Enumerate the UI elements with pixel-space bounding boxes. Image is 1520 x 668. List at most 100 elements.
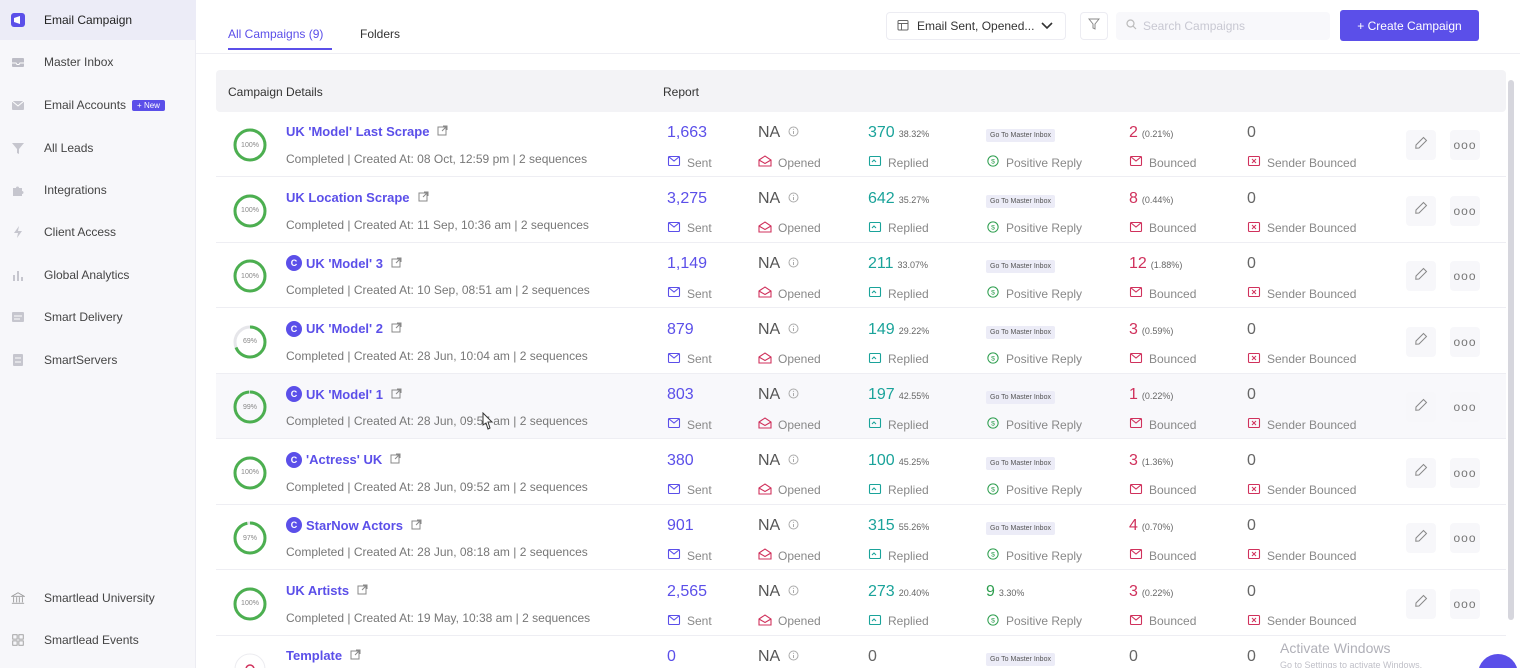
- external-link-icon[interactable]: [383, 387, 402, 402]
- sidebar-item-smartservers[interactable]: SmartServers: [0, 340, 196, 380]
- tab-all-campaigns[interactable]: All Campaigns (9): [228, 27, 324, 41]
- pencil-icon: [1414, 332, 1428, 351]
- go-to-master-inbox-link[interactable]: Go To Master Inbox: [986, 325, 1055, 339]
- sidebar-item-label: Integrations: [44, 183, 107, 197]
- external-link-icon[interactable]: [382, 452, 401, 467]
- go-to-master-inbox-link[interactable]: Go To Master Inbox: [986, 391, 1055, 404]
- campaign-name-link[interactable]: C 'Actress' UK: [286, 451, 401, 468]
- sent-count: 3,275: [667, 189, 708, 207]
- edit-button[interactable]: [1406, 392, 1436, 422]
- table-row[interactable]: 97% C StarNow Actors Completed | Created At…: [216, 505, 1506, 570]
- chat-button[interactable]: [1478, 654, 1518, 668]
- svg-text:$: $: [991, 552, 995, 559]
- replied-count: 211 33.07%: [868, 255, 928, 273]
- sidebar-item-email-accounts[interactable]: Email Accounts + New: [0, 85, 196, 125]
- table-row[interactable]: Template 0 NA 0 Go To Master Inbox 0 0: [216, 636, 1506, 668]
- table-row[interactable]: 100% C 'Actress' UK Completed | Created At:…: [216, 439, 1506, 505]
- more-options-button[interactable]: ooo: [1450, 326, 1480, 357]
- more-options-button[interactable]: ooo: [1450, 457, 1480, 488]
- edit-button[interactable]: [1406, 326, 1436, 357]
- table-row[interactable]: 69% C UK 'Model' 2 Completed | Created At: …: [216, 308, 1506, 374]
- sidebar-item-label: All Leads: [44, 141, 94, 155]
- bounced-value: 3: [1129, 451, 1138, 469]
- progress-percent: 100%: [241, 469, 259, 476]
- more-options-button[interactable]: ooo: [1450, 523, 1480, 553]
- replied-label-text: Replied: [888, 286, 929, 301]
- campaign-name-link[interactable]: Template: [286, 648, 361, 663]
- bounced-label: Bounced: [1129, 614, 1196, 629]
- external-link-icon[interactable]: [349, 583, 368, 598]
- replied-label-text: Replied: [888, 221, 929, 235]
- campaign-name-link[interactable]: C UK 'Model' 3: [286, 255, 402, 271]
- create-campaign-button[interactable]: + Create Campaign: [1340, 10, 1479, 41]
- external-link-icon[interactable]: [342, 648, 361, 663]
- mail-sender-bounced-icon: [1247, 155, 1267, 170]
- tab-folders[interactable]: Folders: [360, 27, 401, 41]
- table-row[interactable]: 100% UK Artists Completed | Created At: 19…: [216, 570, 1506, 636]
- external-link-icon[interactable]: [429, 124, 448, 139]
- campaign-name-link[interactable]: UK Artists: [286, 583, 368, 598]
- table-row[interactable]: 100% UK Location Scrape Completed | Create…: [216, 177, 1506, 243]
- positive-reply-label: $ Positive Reply: [986, 613, 1082, 629]
- table-row[interactable]: 100% UK 'Model' Last Scrape Completed | Cr…: [216, 112, 1506, 177]
- go-to-master-inbox-link[interactable]: Go To Master Inbox: [986, 129, 1055, 142]
- go-to-master-inbox-link[interactable]: Go To Master Inbox: [986, 456, 1055, 470]
- mail-bounced-icon: [1129, 548, 1149, 563]
- sidebar-item-all-leads[interactable]: All Leads: [0, 128, 196, 168]
- scrollbar[interactable]: [1508, 80, 1514, 620]
- edit-button[interactable]: [1406, 261, 1436, 291]
- table-row[interactable]: 100% C UK 'Model' 3 Completed | Created At:…: [216, 243, 1506, 308]
- edit-button[interactable]: [1406, 195, 1436, 226]
- sender-bounced-label: Sender Bounced: [1247, 483, 1356, 498]
- edit-button[interactable]: [1406, 457, 1436, 488]
- go-to-master-inbox-link[interactable]: Go To Master Inbox: [986, 194, 1055, 208]
- external-link-icon[interactable]: [403, 518, 422, 533]
- sent-count: 2,565: [667, 582, 708, 600]
- edit-button[interactable]: [1406, 130, 1436, 160]
- go-to-master-inbox-link[interactable]: Go To Master Inbox: [986, 522, 1055, 535]
- positive-reply-label: $ Positive Reply: [986, 351, 1082, 367]
- bounced-percent: (0.22%): [1141, 587, 1174, 598]
- sender-bounced-label-text: Sender Bounced: [1267, 483, 1357, 497]
- more-options-button[interactable]: ooo: [1450, 261, 1480, 291]
- filter-button[interactable]: [1080, 12, 1108, 40]
- sidebar-item-email-campaign[interactable]: Email Campaign: [0, 0, 196, 40]
- sidebar-item-global-analytics[interactable]: Global Analytics: [0, 255, 196, 295]
- more-options-button[interactable]: ooo: [1450, 130, 1480, 160]
- external-link-icon[interactable]: [383, 256, 402, 271]
- more-options-button[interactable]: ooo: [1450, 588, 1480, 619]
- edit-button[interactable]: [1406, 523, 1436, 553]
- opened-value: NA: [758, 582, 781, 600]
- mail-sent-icon: [667, 352, 687, 367]
- sidebar-item-smartlead-university[interactable]: Smartlead University: [0, 578, 196, 618]
- campaign-name-link[interactable]: C UK 'Model' 1: [286, 386, 402, 402]
- search-input[interactable]: [1143, 19, 1313, 33]
- sidebar-item-smartlead-events[interactable]: Smartlead Events: [0, 620, 196, 660]
- campaign-table: Campaign Details Report 100% UK 'Model' L…: [216, 70, 1506, 668]
- sidebar-item-master-inbox[interactable]: Master Inbox: [0, 42, 196, 82]
- sidebar-item-integrations[interactable]: Integrations: [0, 170, 196, 210]
- progress-ring: [234, 653, 266, 668]
- campaign-name-link[interactable]: C StarNow Actors: [286, 517, 422, 533]
- campaign-name-link[interactable]: C UK 'Model' 2: [286, 320, 402, 337]
- sender-bounced-count: 0: [1247, 648, 1256, 665]
- go-to-master-inbox-link[interactable]: Go To Master Inbox: [986, 653, 1055, 666]
- sidebar-item-client-access[interactable]: Client Access: [0, 212, 196, 252]
- progress-percent: 100%: [241, 600, 259, 607]
- campaign-name-link[interactable]: UK Location Scrape: [286, 190, 429, 205]
- replied-percent: 33.07%: [897, 260, 929, 270]
- campaign-name-link[interactable]: UK 'Model' Last Scrape: [286, 124, 448, 139]
- campaign-filter-select[interactable]: Email Sent, Opened...: [886, 12, 1066, 40]
- bolt-icon: [10, 224, 26, 240]
- more-options-button[interactable]: ooo: [1450, 195, 1480, 226]
- go-to-master-inbox-link[interactable]: Go To Master Inbox: [986, 260, 1055, 273]
- campaign-meta: Completed | Created At: 19 May, 10:38 am…: [286, 610, 591, 625]
- external-link-icon[interactable]: [383, 321, 402, 336]
- sidebar-item-smart-delivery[interactable]: Smart Delivery: [0, 297, 196, 337]
- external-link-icon[interactable]: [410, 190, 429, 205]
- opened-label-text: Opened: [778, 548, 821, 563]
- opened-label-text: Opened: [778, 155, 821, 170]
- edit-button[interactable]: [1406, 588, 1436, 619]
- table-row[interactable]: 99% C UK 'Model' 1 Completed | Created At: …: [216, 374, 1506, 439]
- more-options-button[interactable]: ooo: [1450, 392, 1480, 422]
